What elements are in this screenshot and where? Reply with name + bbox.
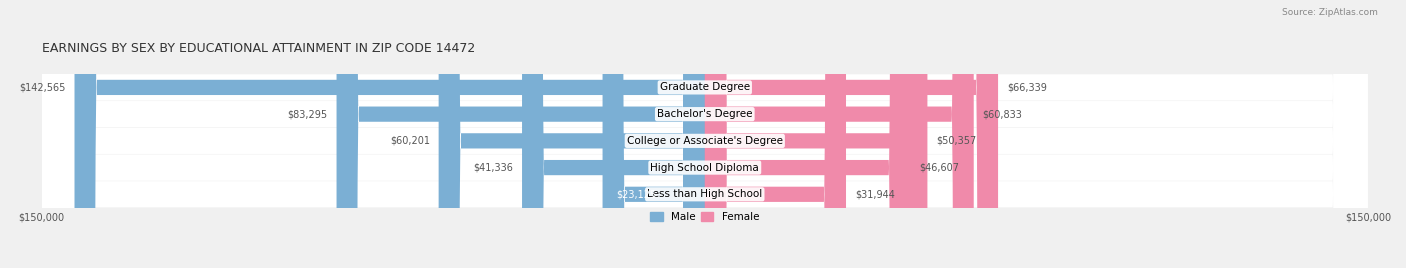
Text: Source: ZipAtlas.com: Source: ZipAtlas.com [1282,8,1378,17]
Text: $60,201: $60,201 [389,136,430,146]
Text: College or Associate's Degree: College or Associate's Degree [627,136,783,146]
FancyBboxPatch shape [75,0,704,268]
Text: High School Diploma: High School Diploma [651,163,759,173]
Text: $66,339: $66,339 [1007,83,1047,92]
FancyBboxPatch shape [704,0,911,268]
Text: $31,944: $31,944 [855,189,894,199]
FancyBboxPatch shape [704,0,928,268]
FancyBboxPatch shape [42,0,1368,268]
FancyBboxPatch shape [42,0,1368,268]
FancyBboxPatch shape [42,0,1368,268]
Text: $50,357: $50,357 [936,136,977,146]
FancyBboxPatch shape [704,0,974,268]
FancyBboxPatch shape [439,0,704,268]
FancyBboxPatch shape [42,0,1368,268]
FancyBboxPatch shape [704,0,998,268]
Text: $23,125: $23,125 [616,189,657,199]
Text: $41,336: $41,336 [474,163,513,173]
Text: EARNINGS BY SEX BY EDUCATIONAL ATTAINMENT IN ZIP CODE 14472: EARNINGS BY SEX BY EDUCATIONAL ATTAINMEN… [42,42,475,55]
Text: Graduate Degree: Graduate Degree [659,83,749,92]
Text: $46,607: $46,607 [920,163,960,173]
FancyBboxPatch shape [704,0,846,268]
Text: Less than High School: Less than High School [647,189,762,199]
Text: $142,565: $142,565 [20,83,66,92]
FancyBboxPatch shape [42,0,1368,268]
Text: $83,295: $83,295 [288,109,328,119]
Legend: Male, Female: Male, Female [647,208,763,226]
Text: $60,833: $60,833 [983,109,1022,119]
FancyBboxPatch shape [336,0,704,268]
FancyBboxPatch shape [603,0,704,268]
FancyBboxPatch shape [522,0,704,268]
Text: Bachelor's Degree: Bachelor's Degree [657,109,752,119]
